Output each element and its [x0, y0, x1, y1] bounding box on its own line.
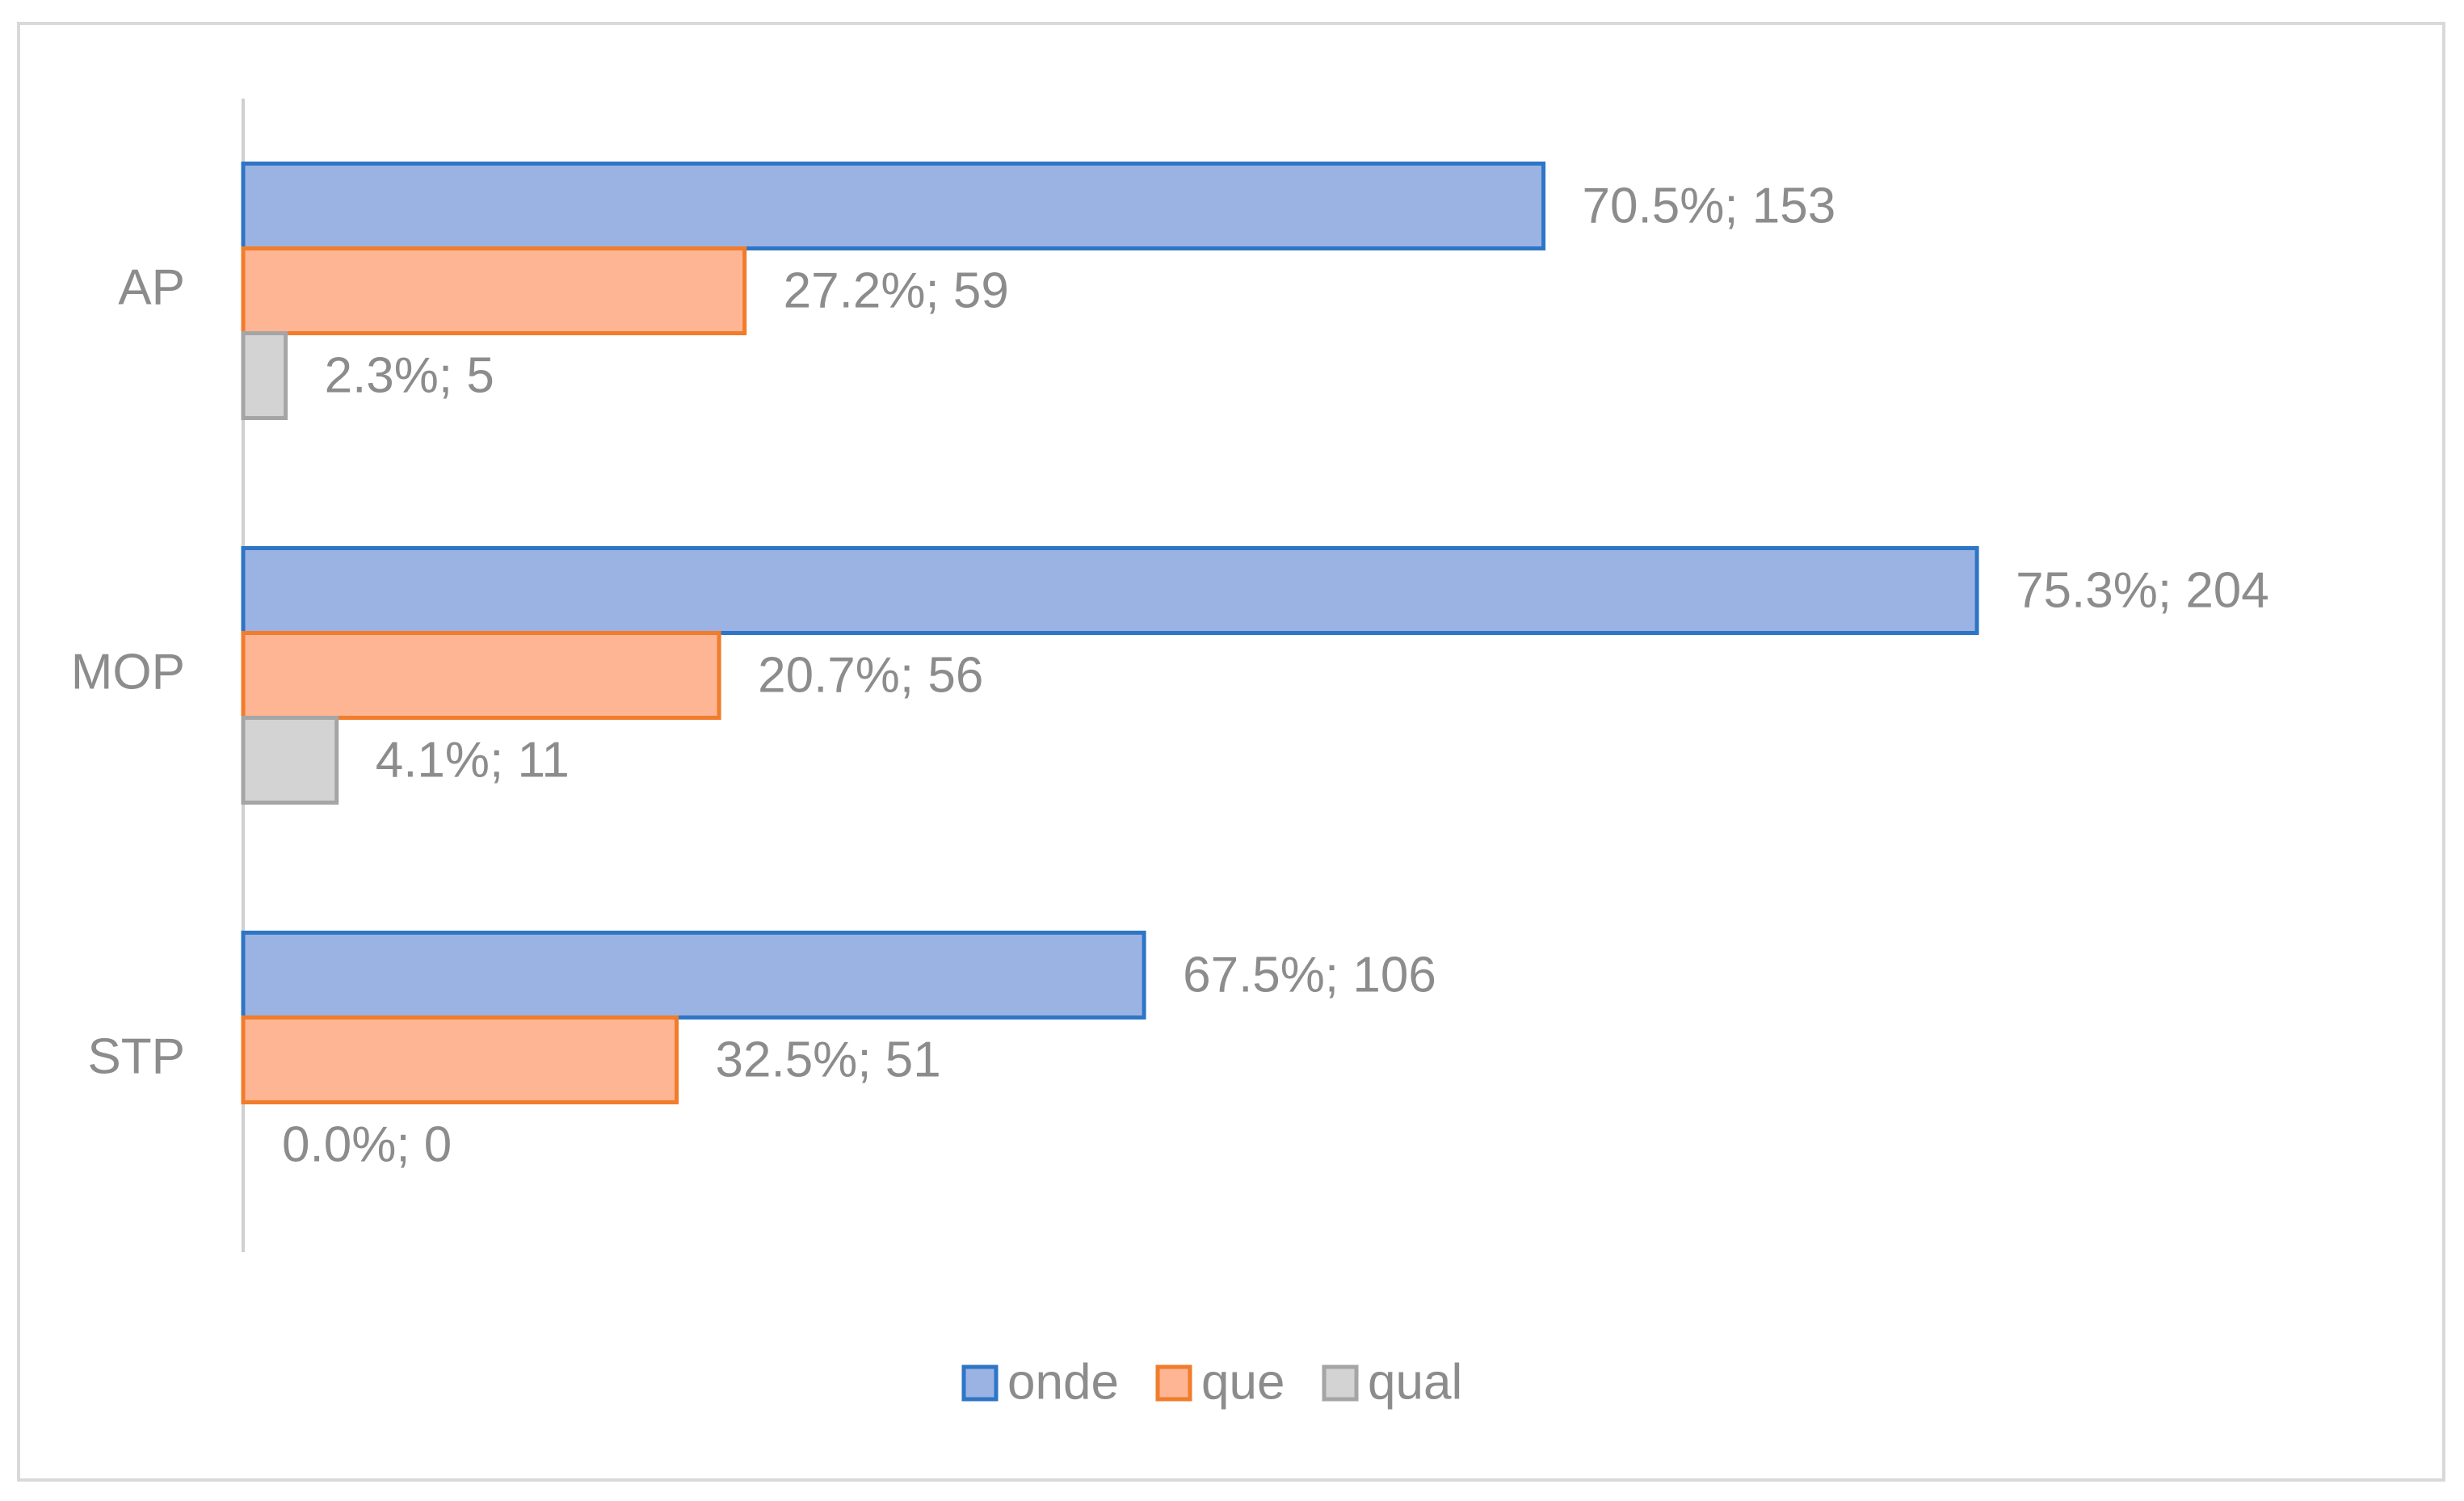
data-label: 67.5%; 106: [1183, 947, 1436, 1003]
data-label: 4.1%; 11: [376, 732, 570, 788]
y-tick-label: AP: [118, 259, 185, 315]
legend-swatch: [1322, 1364, 1359, 1402]
data-label: 75.3%; 204: [2016, 562, 2269, 618]
data-label: 20.7%; 56: [758, 647, 983, 703]
bar: [241, 546, 1979, 635]
bar: [241, 1015, 679, 1104]
legend-swatch: [1155, 1364, 1192, 1402]
bar: [241, 162, 1546, 250]
y-tick-label: MOP: [71, 644, 185, 700]
legend-label: qual: [1368, 1354, 1462, 1410]
bar: [241, 246, 747, 335]
bar: [241, 331, 288, 420]
legend-swatch: [961, 1364, 999, 1402]
data-label: 0.0%; 0: [282, 1116, 452, 1172]
legend-label: onde: [1007, 1354, 1119, 1410]
y-tick-label: STP: [87, 1028, 185, 1084]
bar: [241, 631, 721, 720]
data-label: 70.5%; 153: [1583, 178, 1836, 233]
bar: [241, 716, 339, 805]
data-label: 27.2%; 59: [784, 263, 1009, 318]
data-label: 32.5%; 51: [716, 1032, 941, 1087]
bar: [241, 931, 1146, 1020]
data-label: 2.3%; 5: [325, 347, 494, 403]
legend-label: que: [1201, 1354, 1285, 1410]
